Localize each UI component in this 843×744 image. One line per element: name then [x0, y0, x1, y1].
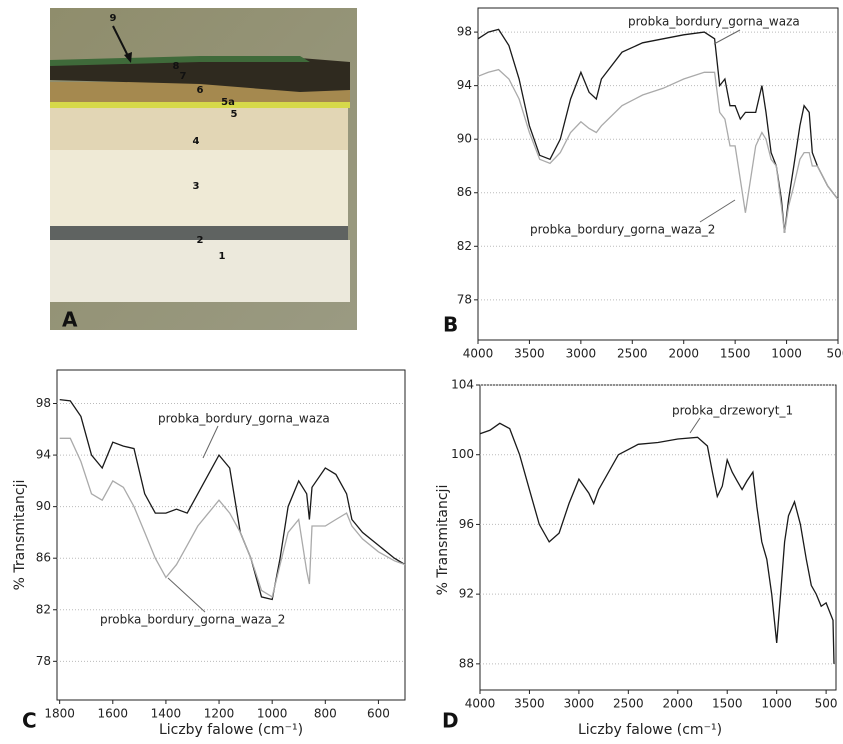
spectrum-line [59, 398, 406, 601]
arrow-head [124, 52, 132, 63]
x-tick-label: 600 [367, 707, 390, 721]
y-axis-label: % Transmitancji [435, 485, 451, 596]
arrow [112, 25, 130, 59]
panel-label: A [62, 308, 78, 332]
plot-frame [56, 369, 406, 701]
layer-3 [50, 150, 348, 228]
x-tick-label: 1000 [257, 707, 288, 721]
layer-label: 3 [193, 181, 200, 192]
y-tick-label: 98 [457, 25, 472, 39]
layer-4 [50, 108, 348, 153]
layer-label: 5 [231, 109, 238, 120]
x-tick-label: 1800 [44, 707, 75, 721]
y-tick-label: 78 [457, 292, 472, 306]
x-tick-label: 3000 [564, 697, 595, 711]
y-axis-label: % Transmitancji [12, 480, 28, 591]
panel-label: C [22, 709, 37, 733]
series-annotation: probka_bordury_gorna_waza_2 [530, 223, 715, 237]
y-tick-label: 78 [36, 654, 51, 668]
panel-label: B [443, 313, 458, 337]
leader-line [689, 417, 701, 434]
y-tick-label: 94 [457, 78, 472, 92]
panel-label: D [442, 709, 459, 733]
x-tick-label: 2500 [617, 347, 648, 361]
layer-7-8 [50, 58, 350, 92]
plot-frame [477, 7, 839, 341]
spectrum-line [479, 422, 835, 664]
y-tick-label: 100 [451, 447, 474, 461]
plot-frame [479, 384, 837, 691]
spectrum-line [59, 437, 406, 598]
y-tick-label: 98 [36, 396, 51, 410]
y-tick-label: 94 [36, 448, 51, 462]
x-tick-label: 1200 [204, 707, 235, 721]
y-tick-label: 96 [459, 517, 474, 531]
layer-label: 2 [197, 235, 204, 246]
x-tick-label: 1600 [98, 707, 129, 721]
layer-9 [50, 56, 310, 66]
layer-label: 9 [110, 13, 117, 24]
layer-label: 5a [221, 97, 235, 108]
y-tick-label: 92 [459, 587, 474, 601]
y-tick-label: 90 [457, 132, 472, 146]
spectrum-line [477, 28, 839, 233]
y-tick-label: 86 [457, 185, 472, 199]
x-tick-label: 1500 [720, 347, 751, 361]
leader-line [713, 29, 741, 45]
layer-label: 7 [180, 71, 187, 82]
leader-line [202, 425, 219, 459]
spectrum-line [477, 68, 839, 233]
series-annotation: probka_bordury_gorna_waza_2 [100, 613, 285, 627]
x-tick-label: 3000 [566, 347, 597, 361]
x-tick-label: 1500 [712, 697, 743, 711]
y-tick-label: 104 [451, 378, 474, 392]
x-tick-label: 1000 [771, 347, 802, 361]
x-tick-label: 1000 [761, 697, 792, 711]
x-tick-label: 2500 [613, 697, 644, 711]
x-tick-label: 2000 [668, 347, 699, 361]
layer-label: 4 [193, 136, 200, 147]
x-tick-label: 800 [314, 707, 337, 721]
layer-label: 8 [173, 61, 180, 72]
layer-label: 6 [197, 85, 204, 96]
layer-1 [50, 240, 350, 302]
x-axis-label: Liczby falowe (cm⁻¹) [578, 722, 722, 738]
layer-5 [50, 102, 350, 108]
series-annotation: probka_bordury_gorna_waza [628, 15, 800, 29]
leader-line [167, 577, 206, 613]
leader-line [699, 199, 736, 223]
layer-label: 1 [219, 251, 226, 262]
x-tick-label: 1400 [151, 707, 182, 721]
photo-panel [50, 8, 357, 330]
x-tick-label: 4000 [463, 347, 494, 361]
y-tick-label: 82 [36, 602, 51, 616]
y-tick-label: 82 [457, 239, 472, 253]
y-tick-label: 86 [36, 551, 51, 565]
y-tick-label: 88 [459, 656, 474, 670]
x-tick-label: 4000 [465, 697, 496, 711]
x-tick-label: 500 [827, 347, 843, 361]
x-tick-label: 500 [815, 697, 838, 711]
layer-2 [50, 226, 348, 242]
x-tick-label: 3500 [514, 697, 545, 711]
series-annotation: probka_bordury_gorna_waza [158, 412, 330, 426]
x-axis-label: Liczby falowe (cm⁻¹) [159, 722, 303, 738]
x-tick-label: 3500 [514, 347, 545, 361]
series-annotation: probka_drzeworyt_1 [672, 404, 793, 418]
x-tick-label: 2000 [663, 697, 694, 711]
y-tick-label: 90 [36, 499, 51, 513]
